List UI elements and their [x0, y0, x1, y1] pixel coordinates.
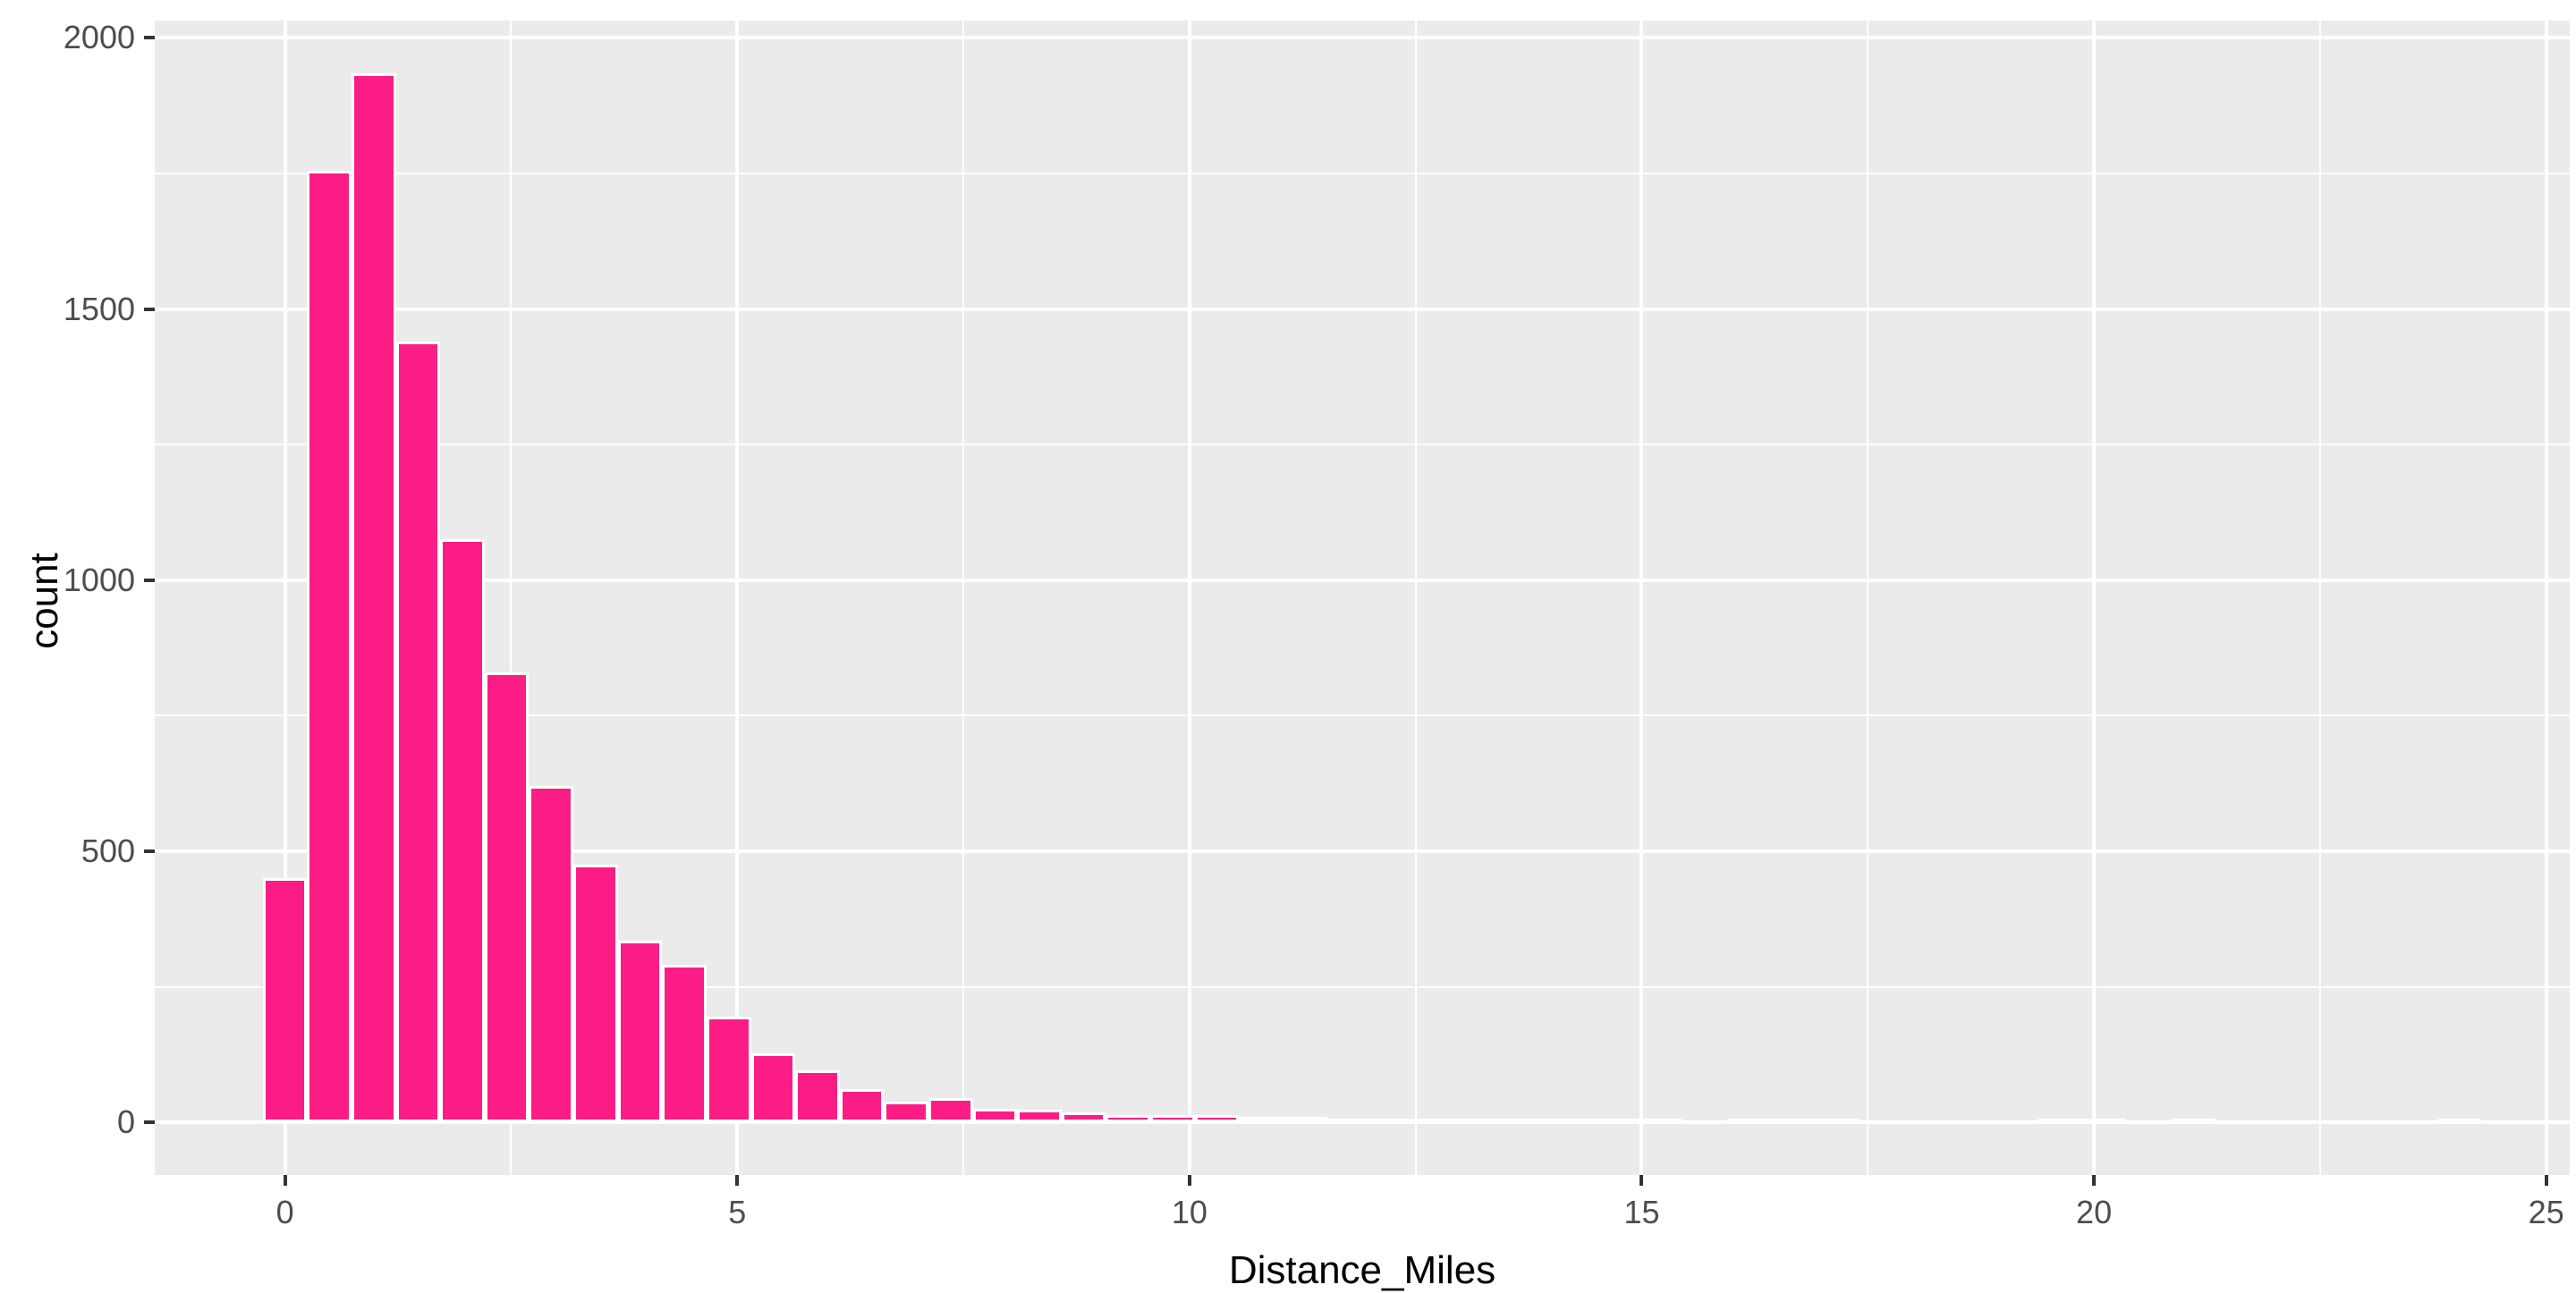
- y-major-gridline: [155, 578, 2570, 582]
- histogram-bar: [1638, 1119, 1683, 1125]
- x-minor-gridline: [962, 21, 965, 1175]
- histogram-bar: [1416, 1119, 1462, 1125]
- x-axis-title: Distance_Miles: [1228, 1248, 1496, 1292]
- histogram-bar: [1150, 1115, 1195, 1123]
- x-tick-mark: [1187, 1175, 1191, 1186]
- y-major-gridline: [155, 307, 2570, 311]
- y-tick-label: 500: [80, 832, 135, 870]
- histogram-bar: [1549, 1119, 1595, 1125]
- x-minor-gridline: [510, 21, 513, 1175]
- histogram-bar: [839, 1089, 885, 1123]
- x-minor-gridline: [1867, 21, 1869, 1175]
- y-major-gridline: [155, 36, 2570, 40]
- histogram-bar: [395, 341, 441, 1123]
- y-tick-mark: [144, 849, 155, 854]
- y-major-gridline: [155, 849, 2570, 854]
- histogram-bar: [352, 72, 396, 1123]
- histogram-bar: [884, 1102, 928, 1123]
- x-tick-mark: [735, 1175, 740, 1186]
- histogram-bar: [1327, 1119, 1373, 1125]
- histogram-bar: [706, 1017, 751, 1123]
- y-tick-mark: [144, 36, 155, 40]
- histogram-bar: [1372, 1119, 1417, 1125]
- histogram-bar: [2038, 1119, 2082, 1125]
- histogram-bar: [307, 170, 352, 1123]
- histogram-bar: [662, 965, 707, 1123]
- histogram-bar: [750, 1052, 796, 1123]
- histogram-bar: [1061, 1111, 1106, 1123]
- y-tick-label: 1500: [63, 290, 135, 327]
- y-minor-gridline: [155, 172, 2570, 174]
- x-tick-mark: [2092, 1175, 2097, 1186]
- histogram-bar: [972, 1108, 1018, 1123]
- histogram-bar: [1504, 1119, 1550, 1125]
- y-tick-mark: [144, 578, 155, 582]
- x-major-gridline: [2544, 21, 2548, 1175]
- x-tick-mark: [1640, 1175, 1644, 1186]
- y-tick-label: 1000: [63, 561, 135, 598]
- y-tick-label: 2000: [63, 19, 135, 56]
- x-major-gridline: [2092, 21, 2097, 1175]
- x-tick-mark: [283, 1175, 287, 1186]
- x-major-gridline: [283, 21, 287, 1175]
- y-axis-title: count: [22, 552, 66, 649]
- plot-panel: [155, 21, 2570, 1175]
- y-tick-mark: [144, 1120, 155, 1125]
- histogram-bar: [1771, 1119, 1817, 1125]
- x-major-gridline: [1640, 21, 1644, 1175]
- histogram-bar: [2081, 1119, 2127, 1125]
- histogram-bar: [1194, 1115, 1240, 1123]
- x-minor-gridline: [2318, 21, 2321, 1175]
- x-tick-label: 10: [1171, 1194, 1208, 1230]
- x-tick-label: 20: [2076, 1194, 2113, 1230]
- histogram-bar: [440, 539, 485, 1123]
- y-tick-label: 0: [116, 1103, 135, 1141]
- y-minor-gridline: [155, 714, 2570, 717]
- x-tick-label: 25: [2528, 1194, 2564, 1230]
- histogram-bar: [573, 865, 618, 1123]
- histogram-bar: [1726, 1119, 1772, 1125]
- x-major-gridline: [735, 21, 740, 1175]
- histogram-bar: [484, 672, 530, 1123]
- histogram-bar: [1283, 1116, 1328, 1123]
- y-minor-gridline: [155, 444, 2570, 446]
- histogram-bar: [262, 878, 308, 1123]
- histogram-bar: [2436, 1119, 2482, 1125]
- histogram-bar: [1106, 1115, 1151, 1123]
- histogram-bar: [617, 941, 663, 1123]
- histogram-bar: [928, 1097, 973, 1123]
- histogram-bar: [1594, 1119, 1639, 1125]
- x-tick-mark: [2544, 1175, 2548, 1186]
- histogram-bar: [1239, 1117, 1284, 1123]
- y-tick-mark: [144, 307, 155, 311]
- x-minor-gridline: [1414, 21, 1417, 1175]
- histogram-bar: [2171, 1119, 2216, 1125]
- histogram-bar: [1816, 1119, 1860, 1125]
- histogram-bar: [529, 786, 574, 1123]
- x-tick-label: 0: [275, 1194, 294, 1230]
- histogram-bar: [795, 1070, 840, 1123]
- y-minor-gridline: [155, 985, 2570, 988]
- x-tick-label: 5: [728, 1194, 747, 1230]
- histogram-bar: [1461, 1119, 1505, 1125]
- x-major-gridline: [1187, 21, 1191, 1175]
- histogram-bar: [1017, 1110, 1062, 1123]
- x-tick-label: 15: [1623, 1194, 1660, 1230]
